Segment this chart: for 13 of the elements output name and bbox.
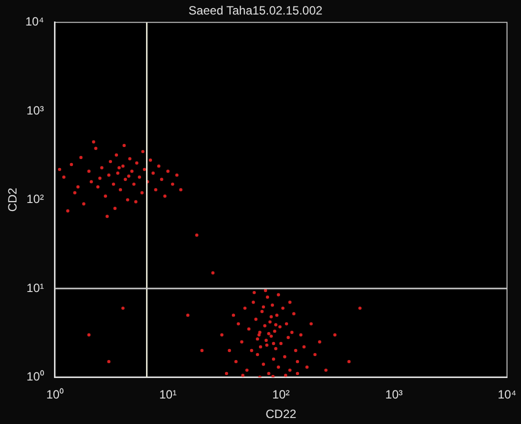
x-axis-title: CD22	[266, 407, 297, 422]
y-tick-label: 10⁴	[25, 14, 44, 29]
chart-title: Saeed Taha15.02.15.002	[188, 4, 323, 18]
x-tick-label: 10³	[385, 388, 403, 402]
y-axis-title: CD2	[6, 187, 20, 212]
y-tick-label: 10⁰	[26, 370, 44, 384]
y-tick-label: 10¹	[26, 280, 44, 295]
x-tick-label: 10²	[272, 388, 290, 402]
x-tick-label: 10⁴	[498, 388, 516, 402]
y-tick-label: 10³	[26, 103, 44, 118]
y-tick-label: 10²	[26, 192, 44, 206]
x-tick-label: 10¹	[159, 388, 177, 402]
x-tick-label: 10⁰	[46, 388, 64, 402]
